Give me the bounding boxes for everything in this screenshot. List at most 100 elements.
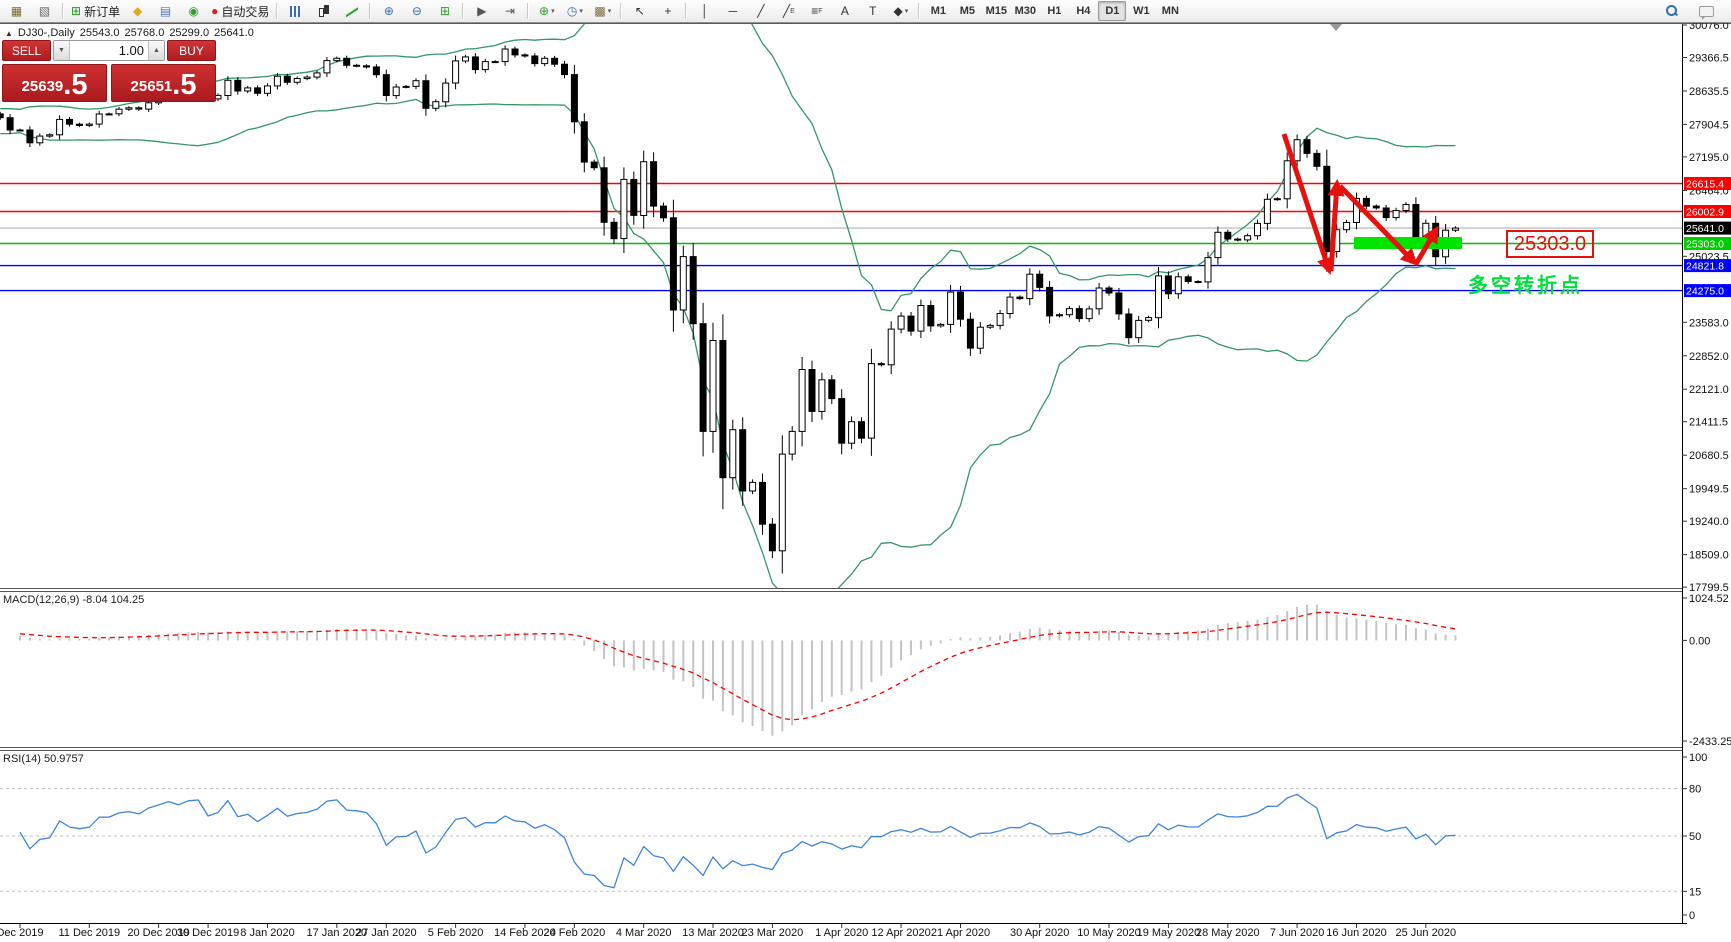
main-price-panel [0, 24, 1682, 588]
cursor-button[interactable]: ↖ [626, 1, 653, 22]
timeframe-m1-button[interactable]: M1 [930, 5, 946, 17]
chart-profiles-icon: ▧ [38, 4, 51, 18]
trade-panel-row2: 25639 .5 25651 .5 [2, 64, 216, 102]
bar-chart-icon [290, 5, 302, 17]
new-chart-button[interactable]: ▦ [3, 1, 30, 22]
autotrading-icon: ● [211, 4, 219, 18]
timeframe-h1-button[interactable]: H1 [1047, 5, 1062, 17]
toolbar-items: ▦ ▧ ⊞ 新订单 ◆ ▤ ◉ ● 自动交易 ⊕ ⊖ ⊞ ▶ ⇥ ⊕ ▾ ◷ ▾ ▩ ▾ ↖ + │ ─ ╱ ╱ E ≡ F A T ◆ ▾ [3, 1, 923, 22]
timeframe-d1-button[interactable]: D1 [1098, 1, 1127, 21]
chart-shift-button[interactable]: ⇥ [496, 1, 523, 22]
timeframe-mn-button[interactable]: MN [1161, 5, 1179, 17]
zoom-out-icon: ⊖ [411, 4, 422, 18]
search-button[interactable] [1658, 1, 1685, 22]
timeframe-h4-button[interactable]: H4 [1076, 5, 1091, 17]
sell-price-button[interactable]: 25639 .5 [2, 64, 107, 102]
svg-text:7 Jun 2020: 7 Jun 2020 [1270, 927, 1324, 939]
chevron-down-icon: ▾ [607, 8, 612, 15]
new-order-button-label: 新订单 [84, 4, 121, 19]
svg-text:5 Feb 2020: 5 Feb 2020 [428, 927, 484, 939]
collapse-panel-icon[interactable]: ▲ [5, 28, 13, 38]
text-label-button[interactable]: T [859, 1, 886, 22]
sell-button[interactable]: SELL [2, 40, 51, 61]
market-watch-button[interactable]: ▤ [152, 1, 179, 22]
autotrading-button[interactable]: ● 自动交易 [208, 1, 272, 22]
sell-price-main: 25639 [21, 78, 64, 95]
svg-text:8 Jan 2020: 8 Jan 2020 [240, 927, 294, 939]
trade-panel-row1: SELL ▼ ▲ BUY [2, 40, 216, 61]
search-icon [1665, 5, 1678, 17]
timeframe-m15-button[interactable]: M15 [985, 5, 1008, 17]
line-chart-button[interactable] [338, 1, 365, 22]
svg-text:27195.0: 27195.0 [1689, 152, 1729, 164]
buy-button[interactable]: BUY [167, 40, 216, 61]
buy-price-button[interactable]: 25651 .5 [111, 64, 216, 102]
svg-text:80: 80 [1689, 784, 1701, 796]
arrows-button[interactable]: ◆ ▾ [887, 1, 914, 22]
vertical-line-button[interactable]: │ [691, 1, 718, 22]
volume-decrease-button[interactable]: ▼ [54, 41, 70, 60]
bar-open: 25543.0 [79, 27, 120, 39]
price-chart-canvas[interactable]: 30076.029366.528635.527904.527195.026464… [0, 23, 1731, 942]
svg-text:23 Mar 2020: 23 Mar 2020 [742, 927, 804, 939]
horizontal-line-icon: ─ [728, 4, 738, 18]
templates-icon: ▩ [594, 4, 606, 18]
rsi-name: RSI(14) [3, 753, 41, 765]
timeframe-w1-button[interactable]: W1 [1133, 5, 1150, 17]
chart-shift-icon: ⇥ [504, 4, 515, 18]
zoom-in-button[interactable]: ⊕ [375, 1, 402, 22]
svg-text:21 Apr 2020: 21 Apr 2020 [931, 927, 990, 939]
fibonacci-button[interactable]: ≡ F [811, 4, 823, 18]
zoom-out-button[interactable]: ⊖ [403, 1, 430, 22]
chart-stage[interactable]: 30076.0 29366.5 28635.5 27904.5 27195.0 26464… [0, 23, 1731, 942]
chat-button[interactable] [1693, 1, 1720, 22]
bar-chart-button[interactable] [282, 1, 309, 22]
tile-windows-button[interactable]: ⊞ [431, 1, 458, 22]
new-chart-icon: ▦ [10, 4, 23, 18]
indicators-button[interactable]: ⊕ ▾ [533, 1, 560, 22]
svg-text:16 Jun 2020: 16 Jun 2020 [1326, 927, 1387, 939]
periods-icon: ◷ [566, 4, 578, 18]
volume-stepper: ▼ ▲ [53, 40, 165, 61]
templates-button[interactable]: ▩ ▾ [589, 1, 616, 22]
text-button[interactable]: A [831, 1, 858, 22]
crosshair-button[interactable]: + [654, 1, 681, 22]
svg-text:19 May 2020: 19 May 2020 [1137, 927, 1201, 939]
volume-increase-button[interactable]: ▲ [148, 41, 164, 60]
macd-main-value: -8.04 [82, 594, 108, 606]
timeframe-m5-button[interactable]: M5 [959, 5, 975, 17]
svg-text:26615.4: 26615.4 [1686, 179, 1724, 191]
alerts-button[interactable]: ◉ [180, 1, 207, 22]
buy-price-main: 25651 [130, 78, 173, 95]
svg-text:22121.0: 22121.0 [1689, 384, 1729, 396]
candlestick-chart-button[interactable] [310, 1, 337, 22]
sell-price-frac: .5 [63, 69, 88, 101]
volume-input[interactable] [70, 41, 148, 60]
metaeditor-button[interactable]: ◆ [124, 1, 151, 22]
price-level-annotation-box[interactable]: 25303.0 [1506, 230, 1594, 258]
svg-text:50: 50 [1689, 831, 1701, 843]
buy-price-frac: .5 [172, 69, 197, 101]
auto-scroll-button[interactable]: ▶ [468, 1, 495, 22]
turning-point-annotation[interactable]: 多空转折点 [1468, 275, 1583, 297]
svg-text:0: 0 [1689, 910, 1695, 922]
chart-profiles-button[interactable]: ▧ [31, 1, 58, 22]
svg-text:18509.0: 18509.0 [1689, 550, 1729, 562]
chevron-down-icon: ▾ [551, 8, 555, 15]
svg-text:24 Feb 2020: 24 Feb 2020 [544, 927, 606, 939]
tile-windows-icon: ⊞ [439, 4, 450, 18]
svg-text:26002.9: 26002.9 [1686, 207, 1724, 219]
equidistant-channel-button[interactable]: ╱ E [782, 4, 795, 18]
trendline-button[interactable]: ╱ [747, 1, 774, 22]
periods-button[interactable]: ◷ ▾ [561, 1, 588, 22]
new-order-icon: ⊞ [71, 4, 82, 18]
autotrading-button-label: 自动交易 [221, 4, 270, 19]
toolbar-separator [620, 3, 623, 19]
chevron-down-icon: ▾ [904, 8, 909, 15]
horizontal-line-button[interactable]: ─ [719, 1, 746, 22]
text-label-icon: T [869, 4, 877, 18]
timeframe-m30-button[interactable]: M30 [1014, 5, 1037, 17]
toolbar-separator [62, 3, 64, 19]
svg-text:30 Dec 2019: 30 Dec 2019 [177, 927, 239, 939]
new-order-button[interactable]: ⊞ 新订单 [68, 1, 123, 22]
